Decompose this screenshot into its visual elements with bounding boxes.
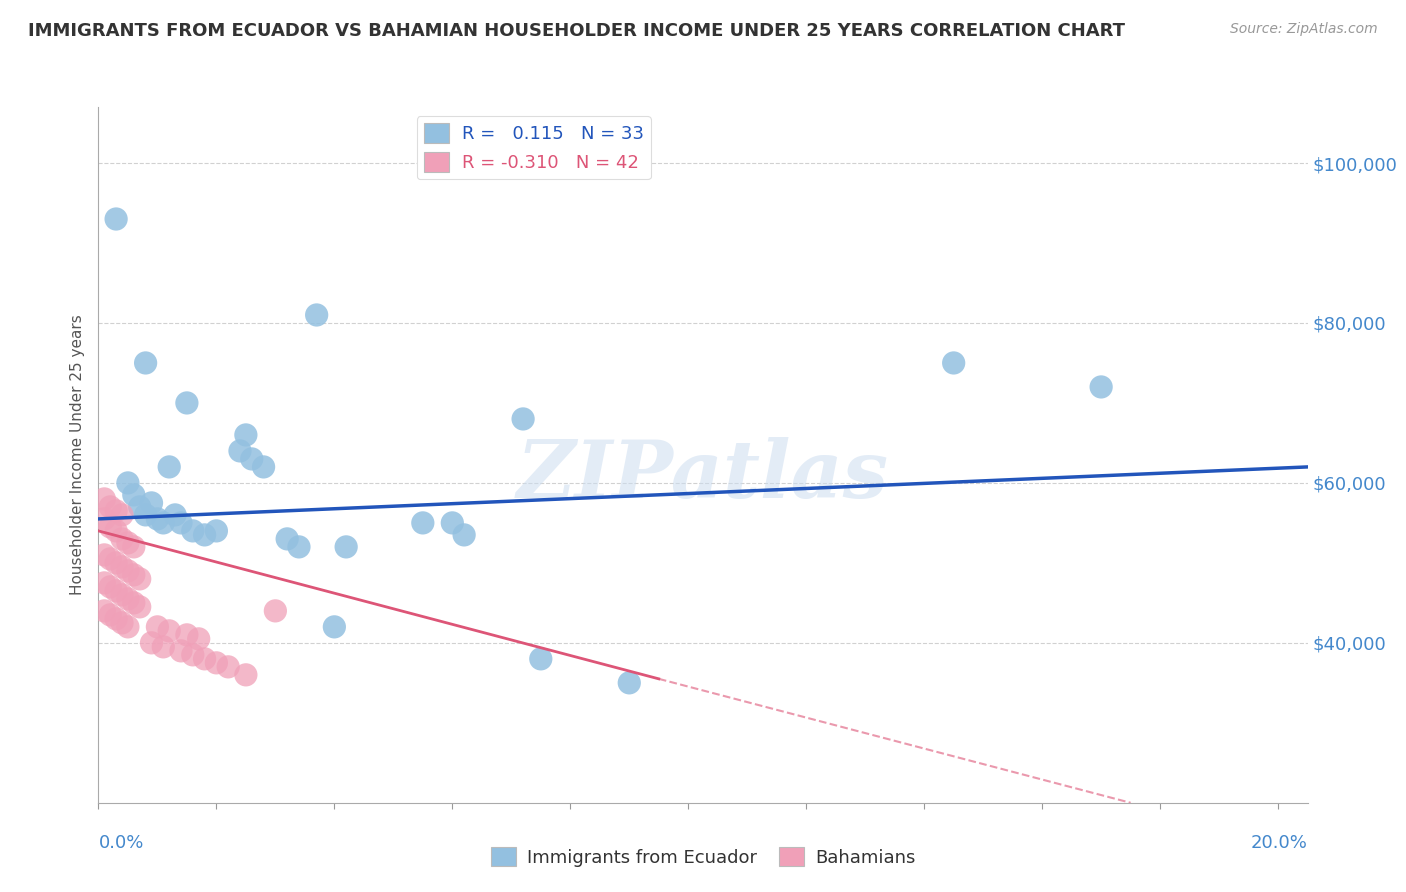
Point <box>122 596 145 610</box>
Point <box>117 536 139 550</box>
Point <box>111 508 134 522</box>
Point <box>98 500 121 514</box>
Point <box>111 560 134 574</box>
Point <box>152 640 174 654</box>
Point <box>229 444 252 458</box>
Point <box>122 488 145 502</box>
Point <box>117 591 139 606</box>
Point <box>205 656 228 670</box>
Point <box>181 648 204 662</box>
Legend: Immigrants from Ecuador, Bahamians: Immigrants from Ecuador, Bahamians <box>484 839 922 874</box>
Text: IMMIGRANTS FROM ECUADOR VS BAHAMIAN HOUSEHOLDER INCOME UNDER 25 YEARS CORRELATIO: IMMIGRANTS FROM ECUADOR VS BAHAMIAN HOUS… <box>28 22 1125 40</box>
Point <box>128 599 150 614</box>
Point <box>111 615 134 630</box>
Y-axis label: Householder Income Under 25 years: Householder Income Under 25 years <box>70 315 86 595</box>
Point <box>93 548 115 562</box>
Point <box>146 512 169 526</box>
Point <box>122 540 145 554</box>
Point <box>170 516 193 530</box>
Point <box>93 512 115 526</box>
Point <box>165 508 187 522</box>
Point <box>141 636 163 650</box>
Point <box>105 212 128 227</box>
Point <box>453 528 475 542</box>
Point <box>264 604 287 618</box>
Point <box>176 396 198 410</box>
Point <box>117 564 139 578</box>
Point <box>176 628 198 642</box>
Point <box>98 552 121 566</box>
Point <box>619 676 641 690</box>
Point <box>194 528 217 542</box>
Point <box>135 508 157 522</box>
Point <box>135 356 157 370</box>
Text: ZIPatlas: ZIPatlas <box>517 437 889 515</box>
Point <box>98 607 121 622</box>
Point <box>93 604 115 618</box>
Point <box>235 428 257 442</box>
Point <box>111 588 134 602</box>
Point <box>217 660 239 674</box>
Text: 0.0%: 0.0% <box>98 834 143 852</box>
Point <box>335 540 357 554</box>
Point <box>181 524 204 538</box>
Point <box>111 532 134 546</box>
Point <box>146 620 169 634</box>
Point <box>305 308 328 322</box>
Point <box>93 491 115 506</box>
Point <box>141 496 163 510</box>
Point <box>128 500 150 514</box>
Point <box>323 620 346 634</box>
Point <box>105 556 128 570</box>
Point <box>252 459 274 474</box>
Point <box>194 652 217 666</box>
Point <box>187 632 209 646</box>
Point <box>105 504 128 518</box>
Point <box>512 412 534 426</box>
Point <box>1090 380 1112 394</box>
Text: 20.0%: 20.0% <box>1251 834 1308 852</box>
Point <box>152 516 174 530</box>
Point <box>105 524 128 538</box>
Point <box>105 583 128 598</box>
Point <box>98 580 121 594</box>
Point <box>942 356 965 370</box>
Point <box>157 459 180 474</box>
Point <box>93 575 115 590</box>
Point <box>205 524 228 538</box>
Point <box>105 612 128 626</box>
Point <box>276 532 298 546</box>
Point <box>530 652 553 666</box>
Point <box>170 644 193 658</box>
Text: Source: ZipAtlas.com: Source: ZipAtlas.com <box>1230 22 1378 37</box>
Point <box>288 540 311 554</box>
Point <box>117 620 139 634</box>
Point <box>235 668 257 682</box>
Point <box>128 572 150 586</box>
Point <box>122 567 145 582</box>
Point <box>157 624 180 638</box>
Point <box>98 520 121 534</box>
Point <box>117 475 139 490</box>
Point <box>240 451 263 466</box>
Point <box>441 516 464 530</box>
Point <box>412 516 434 530</box>
